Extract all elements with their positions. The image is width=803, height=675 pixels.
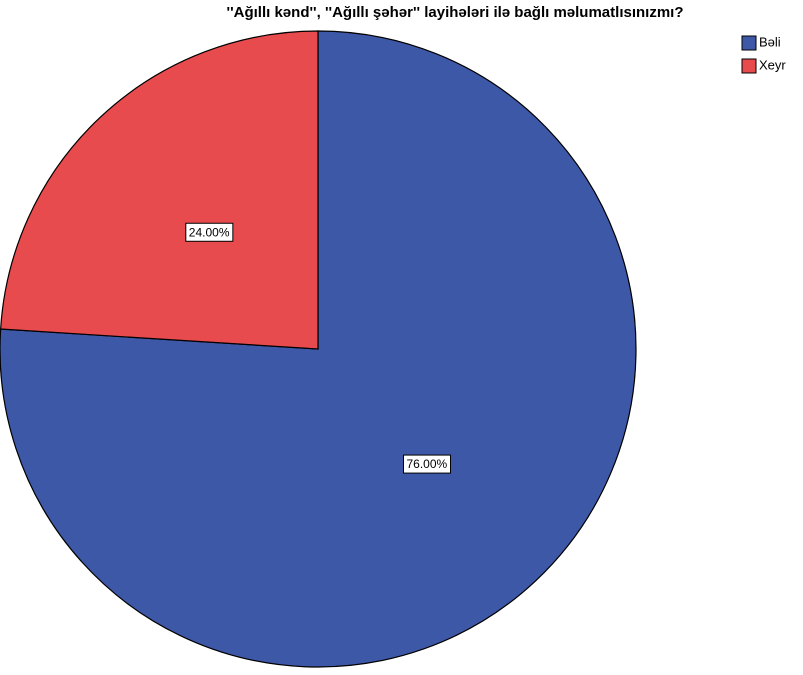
legend-label: Bəli	[759, 34, 781, 49]
data-label: 76.00%	[406, 457, 447, 471]
data-label-box	[185, 222, 234, 242]
data-label-box	[402, 454, 452, 474]
legend-swatch	[741, 58, 757, 74]
legend-swatch	[741, 35, 757, 51]
chart-title: ''Ağıllı kənd'', ''Ağıllı şəhər'' layihə…	[227, 4, 684, 21]
data-label: 24.00%	[189, 225, 230, 239]
legend-label: Xeyr	[759, 57, 786, 72]
pie-slice	[0, 30, 319, 350]
